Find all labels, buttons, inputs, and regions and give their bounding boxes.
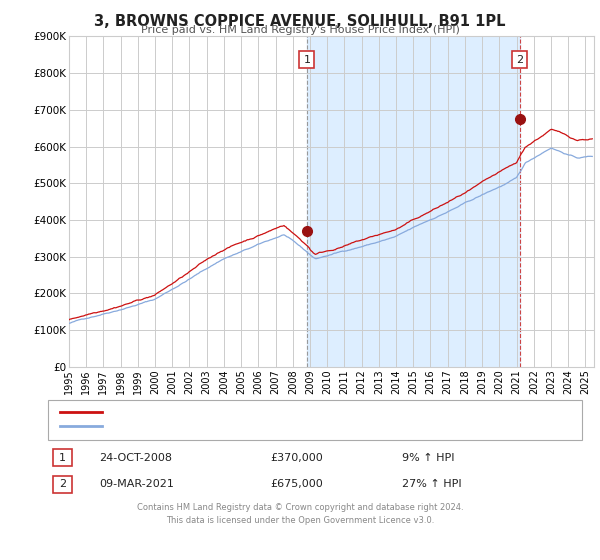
Text: 3, BROWNS COPPICE AVENUE, SOLIHULL, B91 1PL (detached house): 3, BROWNS COPPICE AVENUE, SOLIHULL, B91 … [111,407,451,417]
Text: 9% ↑ HPI: 9% ↑ HPI [402,452,455,463]
Text: 1: 1 [304,54,310,64]
Text: £675,000: £675,000 [270,479,323,489]
Text: 2: 2 [516,54,523,64]
Text: 3, BROWNS COPPICE AVENUE, SOLIHULL, B91 1PL: 3, BROWNS COPPICE AVENUE, SOLIHULL, B91 … [94,14,506,29]
Text: Contains HM Land Registry data © Crown copyright and database right 2024.: Contains HM Land Registry data © Crown c… [137,503,463,512]
Text: 27% ↑ HPI: 27% ↑ HPI [402,479,461,489]
Bar [307,36,520,367]
Text: HPI: Average price, detached house, Solihull: HPI: Average price, detached house, Soli… [111,421,332,431]
Text: 2: 2 [59,479,66,489]
Text: This data is licensed under the Open Government Licence v3.0.: This data is licensed under the Open Gov… [166,516,434,525]
Text: 09-MAR-2021: 09-MAR-2021 [99,479,174,489]
Text: Price paid vs. HM Land Registry's House Price Index (HPI): Price paid vs. HM Land Registry's House … [140,25,460,35]
Text: 24-OCT-2008: 24-OCT-2008 [99,452,172,463]
Text: £370,000: £370,000 [270,452,323,463]
Text: 1: 1 [59,452,66,463]
